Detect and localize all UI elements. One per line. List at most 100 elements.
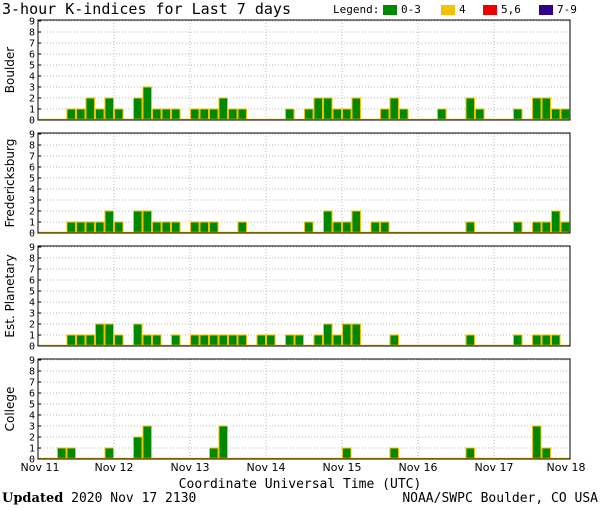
k-bar — [389, 447, 399, 460]
k-bar — [104, 447, 114, 460]
k-bar — [380, 221, 390, 234]
legend-swatch-0-3 — [383, 5, 397, 15]
k-bar — [475, 108, 485, 121]
k-bar — [304, 221, 314, 234]
y-tick-label: 1 — [29, 218, 35, 229]
k-bar — [85, 221, 95, 234]
k-bar — [171, 108, 181, 121]
x-tick-label: Nov 14 — [247, 461, 286, 474]
x-tick-label: Nov 15 — [323, 461, 362, 474]
k-bar — [76, 108, 86, 121]
k-bar — [66, 334, 76, 347]
k-bar — [351, 97, 361, 121]
k-bar — [152, 334, 162, 347]
k-bar — [465, 447, 475, 460]
legend-entry-4: 4 — [459, 3, 466, 16]
k-bar — [532, 97, 542, 121]
k-bar — [465, 221, 475, 234]
legend-swatch-5-6 — [483, 5, 497, 15]
k-bar — [294, 334, 304, 347]
legend-entry-0-3: 0-3 — [401, 3, 421, 16]
panel-label: Est. Planetary — [3, 254, 17, 337]
legend-entry-5-6: 5,6 — [501, 3, 521, 16]
k-bar — [342, 108, 352, 121]
x-tick-label: Nov 17 — [475, 461, 514, 474]
k-bar — [190, 221, 200, 234]
y-tick-label: 4 — [29, 185, 35, 196]
k-bar — [342, 221, 352, 234]
k-bar — [304, 108, 314, 121]
y-tick-label: 6 — [29, 163, 35, 174]
k-bar — [171, 334, 181, 347]
k-bar — [256, 334, 266, 347]
y-tick-label: 3 — [29, 196, 35, 207]
k-bar — [351, 210, 361, 234]
x-tick-label: Nov 13 — [171, 461, 210, 474]
y-tick-label: 7 — [29, 152, 35, 163]
updated-value: 2020 Nov 17 2130 — [71, 491, 197, 506]
y-tick-label: 9 — [29, 243, 35, 254]
panel-label: Boulder — [3, 47, 17, 94]
k-bar — [190, 334, 200, 347]
k-bar — [114, 221, 124, 234]
k-bar — [313, 334, 323, 347]
panel-label: Fredericksburg — [3, 139, 17, 228]
k-bar — [541, 447, 551, 460]
k-bar — [133, 97, 143, 121]
y-tick-label: 1 — [29, 105, 35, 116]
k-bar — [104, 323, 114, 347]
k-bar — [104, 97, 114, 121]
k-bar — [332, 334, 342, 347]
k-bar — [437, 108, 447, 121]
k-bar — [332, 221, 342, 234]
k-bar — [161, 108, 171, 121]
k-bar — [209, 221, 219, 234]
y-tick-label: 5 — [29, 287, 35, 298]
k-bar — [66, 221, 76, 234]
k-bar — [465, 334, 475, 347]
k-bar — [133, 323, 143, 347]
k-bar — [228, 334, 238, 347]
y-tick-label: 2 — [29, 320, 35, 331]
k-bar — [380, 108, 390, 121]
y-tick-label: 4 — [29, 411, 35, 422]
panel-frame — [37, 245, 571, 347]
k-bar — [114, 108, 124, 121]
k-bar — [551, 334, 561, 347]
k-bar — [560, 108, 570, 121]
y-tick-label: 3 — [29, 309, 35, 320]
k-bar — [351, 323, 361, 347]
k-bar — [541, 221, 551, 234]
y-tick-label: 7 — [29, 378, 35, 389]
k-bar — [133, 436, 143, 460]
panel-frame — [37, 19, 571, 121]
y-tick-label: 5 — [29, 174, 35, 185]
x-tick-label: Nov 16 — [399, 461, 438, 474]
x-tick-label: Nov 11 — [21, 461, 60, 474]
y-tick-label: 2 — [29, 94, 35, 105]
k-bar — [389, 334, 399, 347]
k-bar — [389, 97, 399, 121]
y-tick-label: 9 — [29, 130, 35, 141]
legend-entry-7-9: 7-9 — [557, 3, 577, 16]
k-bar — [199, 221, 209, 234]
k-bar — [190, 108, 200, 121]
k-bar — [142, 334, 152, 347]
k-bar — [218, 334, 228, 347]
k-bar — [332, 108, 342, 121]
k-bar — [152, 221, 162, 234]
y-tick-label: 1 — [29, 444, 35, 455]
y-tick-label: 2 — [29, 433, 35, 444]
k-bar — [209, 447, 219, 460]
k-bar — [142, 86, 152, 121]
k-bar — [142, 425, 152, 460]
y-tick-label: 8 — [29, 28, 35, 39]
panel-label: College — [3, 387, 17, 432]
y-tick-label: 7 — [29, 265, 35, 276]
k-bar — [161, 221, 171, 234]
y-tick-label: 6 — [29, 50, 35, 61]
k-index-chart: 0123456789Boulder0123456789Fredericksbur… — [3, 17, 586, 475]
k-bar — [237, 108, 247, 121]
x-tick-label: Nov 18 — [547, 461, 586, 474]
k-bar — [323, 210, 333, 234]
